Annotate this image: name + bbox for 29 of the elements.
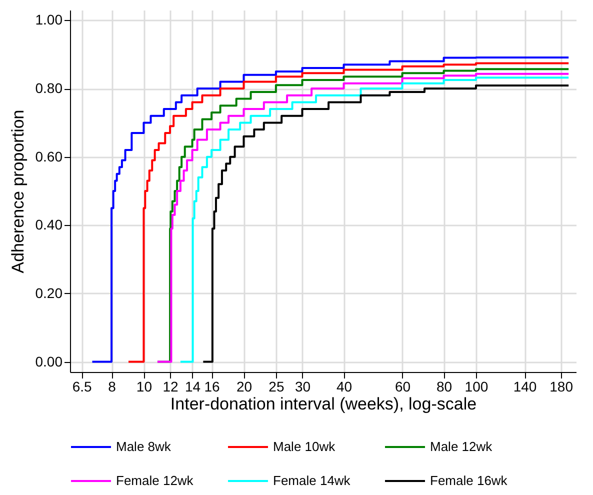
y-tick-label: 0.60	[35, 148, 63, 164]
legend-label: Male 10wk	[273, 439, 336, 454]
x-tick-label: 60	[394, 378, 411, 394]
x-tick-label: 140	[513, 378, 537, 394]
x-tick-label: 20	[236, 378, 252, 394]
x-tick-label: 10	[136, 378, 152, 394]
x-tick-label: 16	[204, 378, 220, 394]
legend-label: Female 16wk	[430, 473, 508, 488]
y-tick-label: 0.00	[35, 353, 63, 370]
x-tick-label: 30	[294, 378, 311, 394]
x-tick-label: 25	[268, 378, 284, 394]
x-tick-label: 40	[336, 378, 352, 394]
legend-label: Male 8wk	[116, 439, 172, 454]
x-tick-label: 6.5	[72, 378, 92, 394]
x-axis-title: Inter-donation interval (weeks), log-scale	[170, 394, 477, 414]
x-tick-label: 180	[550, 378, 574, 394]
legend-label: Female 12wk	[116, 473, 194, 488]
y-tick-label: 0.20	[35, 284, 63, 301]
legend-label: Male 12wk	[430, 439, 493, 454]
x-tick-label: 100	[464, 378, 488, 394]
x-tick-label: 80	[436, 378, 452, 394]
x-tick-label: 8	[108, 378, 116, 394]
y-tick-label: 0.40	[35, 216, 63, 233]
x-tick-label: 12	[162, 378, 179, 394]
y-tick-label: 0.80	[35, 80, 63, 96]
y-tick-label: 1.00	[35, 12, 63, 28]
x-tick-label: 14	[184, 378, 201, 394]
y-axis-title: Adherence proportion	[8, 110, 28, 274]
legend-label: Female 14wk	[273, 473, 351, 488]
